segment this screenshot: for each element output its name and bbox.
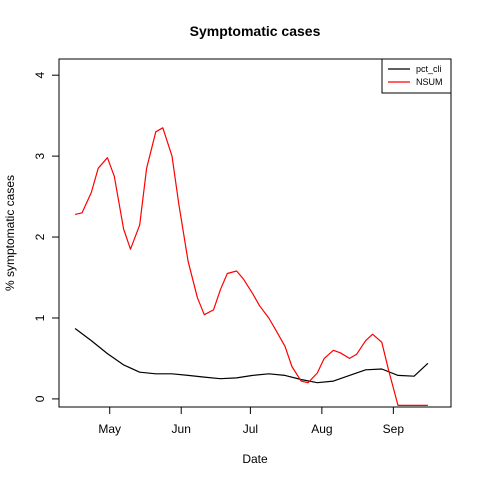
legend-label: pct_cli [416,64,442,74]
chart-title: Symptomatic cases [190,23,321,39]
y-tick-label: 1 [33,314,47,321]
y-tick-label: 2 [33,233,47,240]
legend-label: NSUM [416,77,443,87]
x-axis-label: Date [242,452,268,466]
x-tick-label: Jul [243,422,258,436]
legend-box [381,58,452,94]
legend: pct_cli NSUM [381,58,452,94]
x-tick-label: Sep [383,422,405,436]
axis-ticks: 0 1 2 3 4 May Jun Jul Aug Sep [33,72,404,436]
x-tick-label: Aug [311,422,332,436]
y-tick-label: 4 [33,72,47,79]
plot-frame [58,58,452,408]
series-line-pct-cli [74,328,429,384]
x-tick-label: Jun [172,422,191,436]
series-line-nsum [74,127,428,406]
y-tick-label: 3 [33,152,47,159]
series-lines [74,127,429,406]
x-tick-label: May [98,422,121,436]
y-axis-label: % symptomatic cases [3,175,17,291]
y-tick-label: 0 [33,395,47,402]
